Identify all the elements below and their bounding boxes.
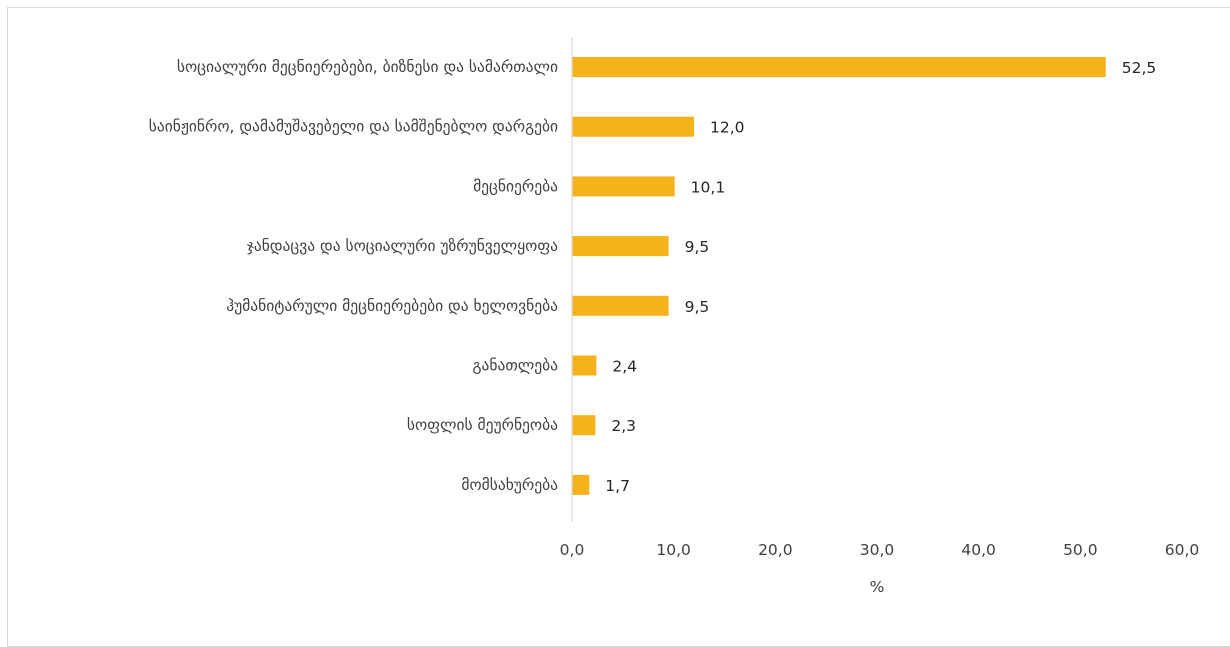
value-label: 9,5 [685,238,710,256]
category-label: ჯანდაცვა და სოციალური უზრუნველყოფა [247,237,558,255]
value-label: 12,0 [710,119,745,137]
bar [572,295,669,316]
bar [572,415,596,436]
category-label: განათლება [472,357,558,375]
x-tick-label: 0,0 [560,541,585,559]
bar [572,116,694,137]
x-tick-label: 30,0 [860,541,895,559]
bar [572,355,597,376]
x-tick-label: 40,0 [961,541,996,559]
category-label: მეცნიერება [473,177,558,195]
x-tick-labels: 0,0 10,0 20,0 30,0 40,0 50,0 60,0 [560,541,1200,559]
category-label: ჰუმანიტარული მეცნიერებები და ხელოვნება [226,297,558,315]
x-tick-label: 10,0 [656,541,691,559]
x-tick-label: 60,0 [1165,541,1200,559]
category-label: საინჟინრო, დამამუშავებელი და სამშენებლო … [149,118,558,136]
bar [572,474,590,495]
bar [572,236,669,257]
value-label: 52,5 [1122,59,1157,77]
category-label: სოფლის მეურნეობა [407,416,558,434]
category-label: სოციალური მეცნიერებები, ბიზნესი და სამარ… [177,58,558,76]
bars [572,57,1106,495]
category-labels: სოციალური მეცნიერებები, ბიზნესი და სამარ… [149,58,558,494]
value-label: 2,4 [612,358,637,376]
x-tick-label: 20,0 [758,541,793,559]
value-label: 10,1 [691,178,726,196]
value-label: 9,5 [685,298,710,316]
x-axis-title: % [870,578,885,596]
value-label: 1,7 [605,477,630,495]
bar [572,57,1106,77]
value-labels: 52,5 12,0 10,1 9,5 9,5 2,4 2,3 1,7 [605,59,1156,495]
bar-chart: სოციალური მეცნიერებები, ბიზნესი და სამარ… [149,37,1200,596]
value-label: 2,3 [611,417,636,435]
bar [572,176,675,197]
x-tick-label: 50,0 [1063,541,1098,559]
category-label: მომსახურება [461,476,558,494]
